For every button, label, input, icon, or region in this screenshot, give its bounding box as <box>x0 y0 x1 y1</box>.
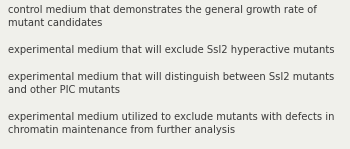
Text: control medium that demonstrates the general growth rate of
mutant candidates: control medium that demonstrates the gen… <box>8 5 317 28</box>
Text: experimental medium utilized to exclude mutants with defects in
chromatin mainte: experimental medium utilized to exclude … <box>8 112 335 135</box>
Text: experimental medium that will exclude Ssl2 hyperactive mutants: experimental medium that will exclude Ss… <box>8 45 335 55</box>
Text: experimental medium that will distinguish between Ssl2 mutants
and other PIC mut: experimental medium that will distinguis… <box>8 72 334 95</box>
